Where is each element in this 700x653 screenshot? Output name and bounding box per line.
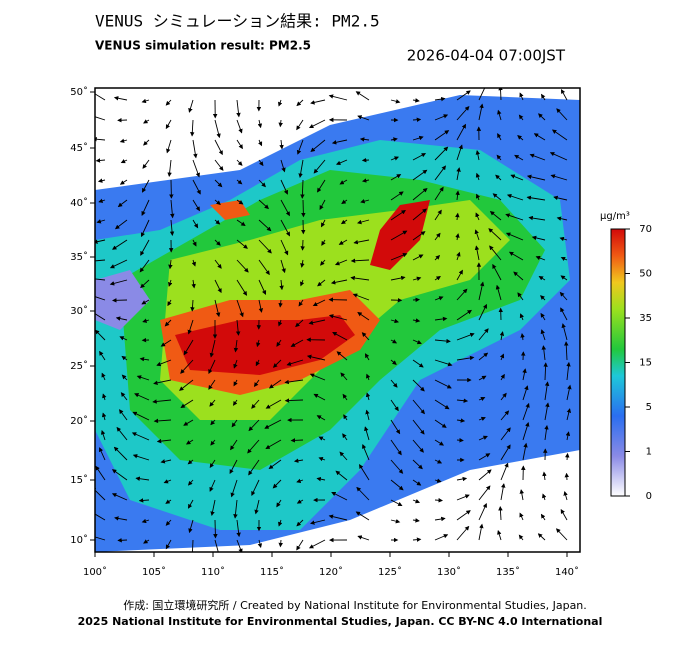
lat-label: 25˚ bbox=[70, 360, 88, 372]
lon-label: 135˚ bbox=[496, 566, 520, 578]
lon-label: 125˚ bbox=[378, 566, 402, 578]
map-field bbox=[88, 84, 580, 557]
colorbar-tick-label: 50 bbox=[639, 269, 652, 280]
license: 2025 National Institute for Environmenta… bbox=[78, 615, 603, 628]
lat-labels: 50˚ 45˚ 40˚ 35˚ 30˚ 25˚ 20˚ 15˚ 10˚ bbox=[70, 86, 95, 546]
lat-label: 10˚ bbox=[70, 534, 88, 546]
wind-arrow bbox=[413, 119, 420, 120]
wind-arrow bbox=[118, 540, 127, 541]
wind-arrow bbox=[280, 540, 281, 546]
lat-label: 35˚ bbox=[70, 251, 88, 263]
lat-label: 15˚ bbox=[70, 474, 88, 486]
lon-labels: 100˚ 105˚ 110˚ 115˚ 120˚ 125˚ 130˚ 135˚ 140˚ bbox=[83, 552, 579, 578]
lon-label: 110˚ bbox=[201, 566, 225, 578]
colorbar-tick-label: 5 bbox=[646, 402, 652, 413]
colorbar bbox=[611, 229, 625, 496]
wind-arrow bbox=[457, 440, 463, 441]
timestamp: 2026-04-04 07:00JST bbox=[407, 47, 566, 65]
colorbar-tick-label: 15 bbox=[639, 358, 652, 369]
colorbar-tick-label: 35 bbox=[639, 313, 652, 324]
lat-label: 20˚ bbox=[70, 415, 88, 427]
lon-label: 115˚ bbox=[260, 566, 284, 578]
colorbar-tick-label: 1 bbox=[646, 447, 652, 458]
wind-arrow bbox=[567, 454, 568, 460]
colorbar-ticks: 70 50 35 15 5 1 0 bbox=[625, 224, 652, 502]
colorbar-tick-label: 70 bbox=[639, 224, 652, 235]
lon-label: 130˚ bbox=[437, 566, 461, 578]
wind-arrow bbox=[291, 440, 303, 441]
lon-label: 120˚ bbox=[319, 566, 343, 578]
lat-label: 45˚ bbox=[70, 142, 88, 154]
lat-label: 30˚ bbox=[70, 305, 88, 317]
lat-label: 40˚ bbox=[70, 197, 88, 209]
lon-label: 105˚ bbox=[142, 566, 166, 578]
lon-label: 140˚ bbox=[555, 566, 579, 578]
credit: 作成: 国立環境研究所 / Created by National Instit… bbox=[123, 598, 587, 612]
colorbar-unit: μg/m³ bbox=[600, 211, 630, 222]
lon-label: 100˚ bbox=[83, 566, 107, 578]
title-en: VENUS simulation result: PM2.5 bbox=[95, 39, 311, 53]
title-ja: VENUS シミュレーション結果: PM2.5 bbox=[95, 12, 380, 31]
lat-label: 50˚ bbox=[70, 86, 88, 98]
wind-arrow bbox=[435, 500, 442, 501]
colorbar-tick-label: 0 bbox=[646, 491, 652, 502]
